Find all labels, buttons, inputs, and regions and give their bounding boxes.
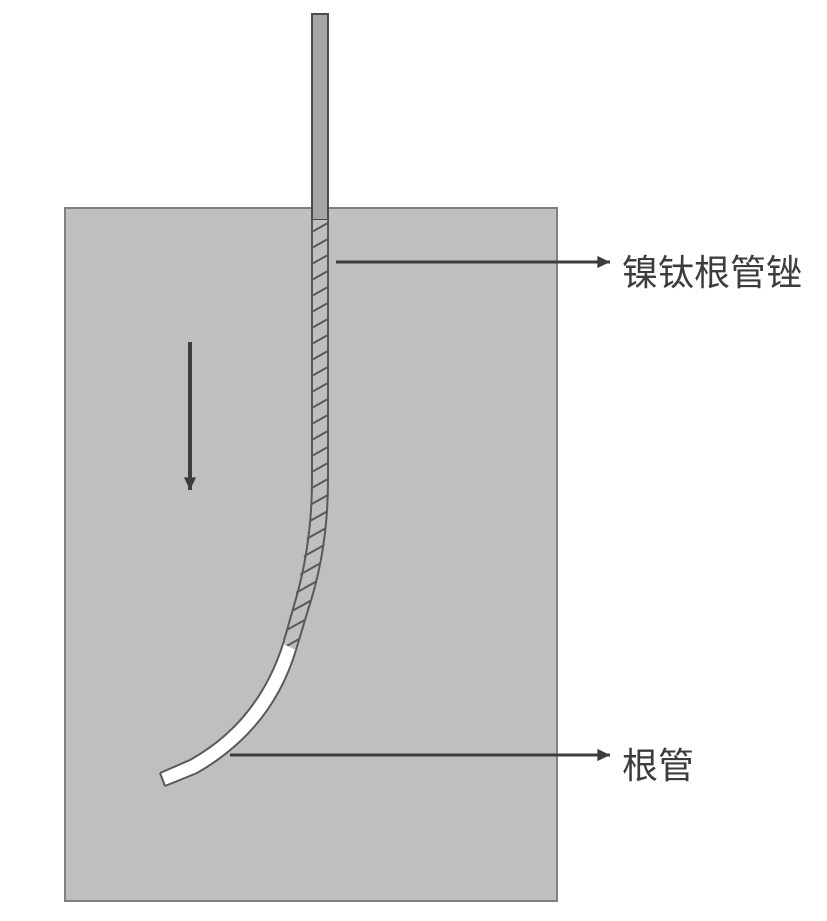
shaft-rect: [312, 14, 328, 220]
diagram-canvas: [0, 0, 827, 921]
label-file: 镍钛根管锉: [622, 244, 802, 296]
label-canal: 根管: [622, 737, 694, 789]
